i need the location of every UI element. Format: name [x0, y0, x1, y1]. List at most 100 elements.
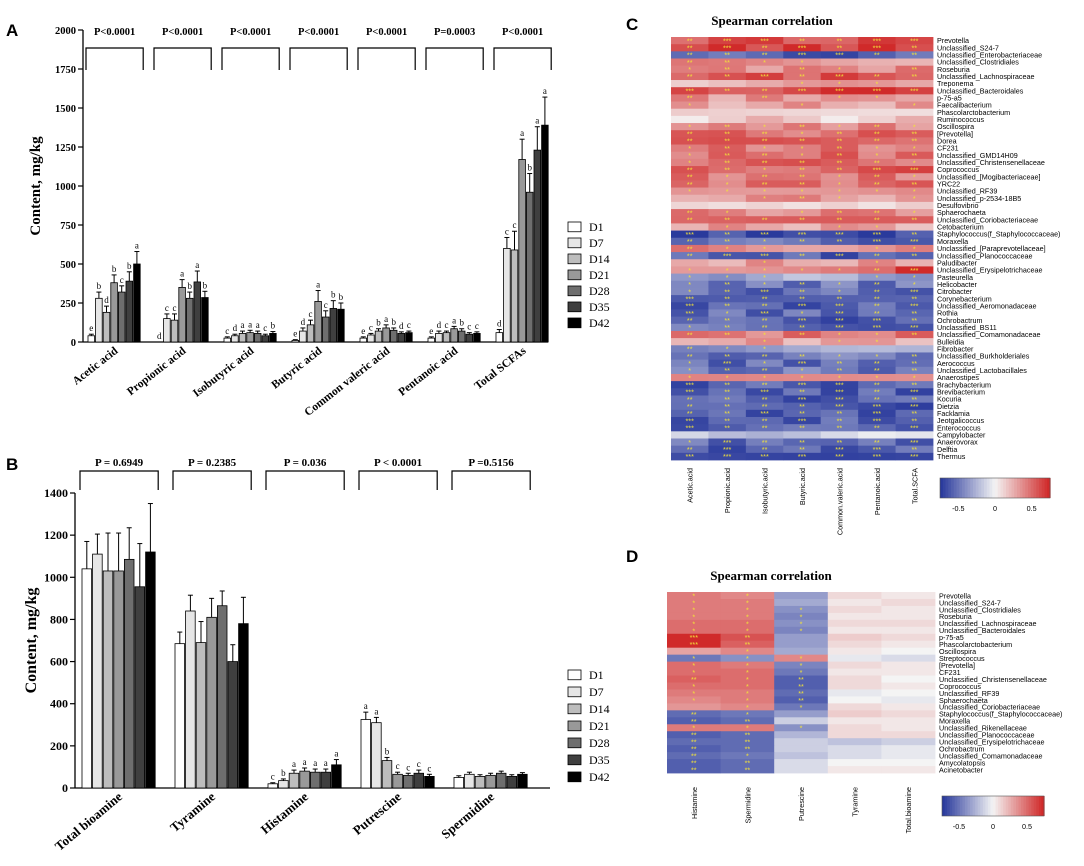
colorbar-segment	[962, 796, 966, 816]
significance-letter: b	[385, 746, 390, 756]
significance-star: *	[838, 352, 841, 361]
heatmap-cell	[745, 445, 784, 454]
heatmap-cell	[783, 388, 822, 396]
heatmap-cell	[858, 194, 896, 203]
significance-letter: b	[331, 290, 336, 300]
significance-star: **	[745, 717, 751, 726]
significance-star: **	[837, 438, 843, 447]
colorbar-segment	[1023, 796, 1027, 816]
p-value-label: P =0.5156	[468, 457, 514, 469]
bar	[193, 281, 201, 343]
bar	[453, 777, 465, 789]
colorbar-tick-label: 0	[991, 822, 995, 831]
heatmap-cell	[881, 696, 936, 704]
heatmap-cell	[720, 766, 775, 774]
colorbar-segment	[989, 478, 993, 498]
significance-star: *	[800, 626, 803, 635]
p-value-label: P = 0.6949	[95, 457, 144, 469]
heatmap-row-label: Unclassified_Burkholderiales	[937, 352, 1030, 361]
significance-star: *	[692, 668, 695, 677]
heatmap-cell	[827, 626, 882, 635]
significance-star: **	[837, 359, 843, 368]
heatmap-cell	[708, 166, 747, 174]
heatmap-cell	[667, 745, 721, 753]
significance-star: *	[913, 173, 916, 182]
heatmap-cell	[720, 675, 775, 683]
colorbar-tick-label: 0.5	[1027, 504, 1037, 513]
heatmap-cell	[720, 731, 775, 739]
heatmap-cell	[820, 187, 859, 196]
significance-star: **	[762, 130, 768, 139]
significance-star: **	[874, 287, 880, 296]
significance-star: **	[874, 294, 880, 303]
significance-star: ***	[723, 452, 732, 461]
significance-star: *	[746, 619, 749, 628]
significance-star: **	[874, 302, 880, 311]
legend-label: D7	[589, 236, 604, 250]
significance-star: *	[838, 122, 841, 131]
colorbar-segment	[962, 478, 966, 498]
heatmap-cell	[858, 266, 896, 274]
colorbar-segment	[1028, 796, 1032, 816]
heatmap-cell	[895, 108, 934, 117]
bar	[329, 308, 337, 343]
bar	[174, 643, 186, 789]
heatmap-cell	[820, 137, 859, 145]
significance-star: *	[838, 180, 841, 189]
significance-star: *	[692, 626, 695, 635]
significance-letter: b	[459, 318, 464, 328]
heatmap-row-label: Acinetobacter	[939, 765, 984, 774]
category-label: Butyric acid	[269, 345, 324, 392]
significance-star: **	[745, 745, 751, 754]
category-label: Tyramine	[167, 789, 218, 835]
heatmap-cell	[820, 252, 859, 260]
heatmap-cell	[708, 58, 747, 67]
bar	[435, 333, 443, 343]
heatmap-cell	[708, 130, 747, 138]
heatmap-cell	[895, 115, 934, 124]
significance-star: ***	[723, 36, 732, 45]
heatmap-cell	[827, 640, 882, 649]
heatmap-cell	[671, 151, 709, 160]
heatmap-title: Spearman correlation	[710, 568, 832, 583]
significance-star: ***	[873, 44, 882, 53]
heatmap-cell	[858, 201, 896, 210]
heatmap-cell	[720, 661, 775, 669]
significance-star: *	[763, 359, 766, 368]
heatmap-cell	[708, 287, 747, 296]
category-label: Total SCFAs	[472, 345, 528, 393]
heatmap-cell	[783, 273, 822, 282]
heatmap-cell	[881, 759, 936, 767]
significance-star: ***	[798, 230, 807, 239]
colorbar-segment	[1019, 478, 1024, 498]
significance-star: **	[799, 352, 805, 361]
significance-star: **	[874, 173, 880, 182]
colorbar-segment	[1015, 796, 1020, 816]
heatmap-cell	[745, 158, 784, 167]
bar	[206, 616, 217, 789]
heatmap-cell	[858, 252, 896, 260]
heatmap-cell	[708, 273, 747, 282]
colorbar-segment	[1030, 478, 1035, 498]
heatmap-cell	[783, 345, 822, 353]
colorbar-segment	[1010, 796, 1014, 816]
heatmap-cell	[827, 724, 882, 732]
heatmap-cell	[745, 37, 784, 45]
significance-star: **	[799, 194, 805, 203]
heatmap-cell	[708, 366, 747, 375]
significance-star: *	[800, 654, 803, 663]
heatmap-row-label: Enterococcus	[937, 423, 981, 432]
heatmap-cell	[774, 598, 829, 607]
colorbar-tick-label: 0.5	[1022, 822, 1032, 831]
panel-label-b: B	[6, 455, 18, 474]
significance-star: ***	[910, 388, 919, 397]
colorbar-segment	[1047, 478, 1051, 498]
heatmap-cell	[720, 668, 775, 676]
heatmap-cell	[783, 366, 822, 375]
significance-star: *	[692, 605, 695, 614]
heatmap-cell	[708, 158, 747, 167]
heatmap-cell	[820, 194, 859, 203]
legend-label: D28	[589, 284, 610, 298]
heatmap-cell	[783, 431, 822, 439]
significance-star: **	[911, 72, 917, 81]
